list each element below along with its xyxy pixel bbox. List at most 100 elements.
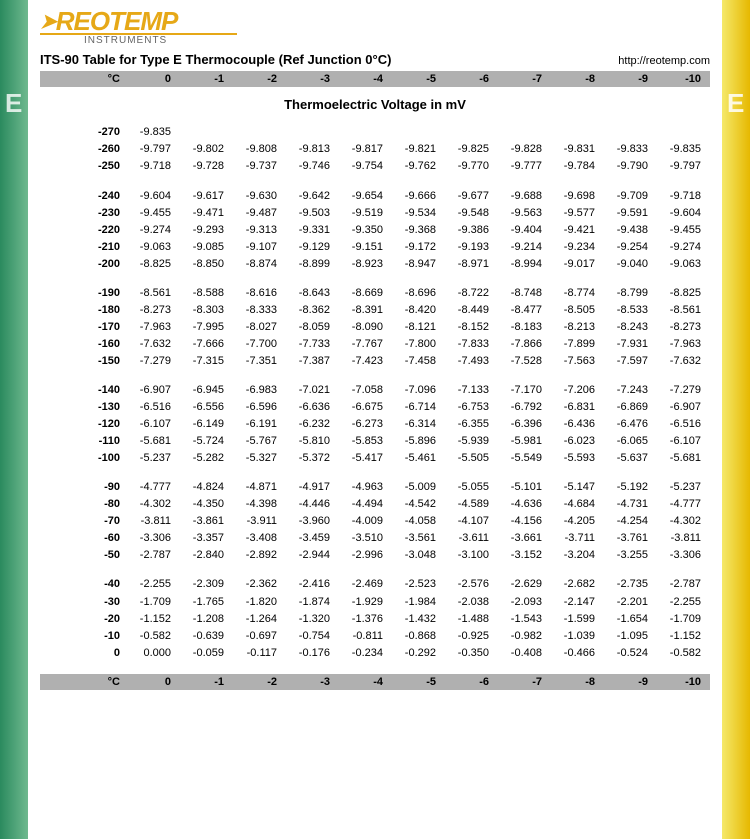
cell-value: -2.787 [124,547,177,564]
cell-value: -9.487 [230,205,283,222]
row-temp-label: -60 [40,530,124,547]
table-row: -50-2.787-2.840-2.892-2.944-2.996-3.048-… [40,547,710,564]
cell-value: -9.817 [336,141,389,158]
cell-value: -1.820 [230,594,283,611]
cell-value: -9.151 [336,239,389,256]
data-block: -90-4.777-4.824-4.871-4.917-4.963-5.009-… [40,479,710,564]
cell-value: -6.714 [389,399,442,416]
cell-value: -9.754 [336,158,389,175]
cell-value: -4.398 [230,496,283,513]
cell-value: -1.152 [124,611,177,628]
cell-value: -8.799 [601,285,654,302]
cell-value: -7.632 [124,336,177,353]
col-header: -3 [283,676,336,688]
column-header-row: °C0-1-2-3-4-5-6-7-8-9-10 [40,71,710,87]
cell-value: -3.561 [389,530,442,547]
cell-value: -5.724 [177,433,230,450]
table-row: -20-1.152-1.208-1.264-1.320-1.376-1.432-… [40,611,710,628]
col-header: -5 [389,676,442,688]
cell-value: -7.279 [654,382,707,399]
data-block: -270-9.835-260-9.797-9.802-9.808-9.813-9… [40,124,710,175]
table-row: -30-1.709-1.765-1.820-1.874-1.929-1.984-… [40,594,710,611]
cell-value: -6.023 [548,433,601,450]
cell-value: -9.833 [601,141,654,158]
row-temp-label: -20 [40,611,124,628]
table-row: -110-5.681-5.724-5.767-5.810-5.853-5.896… [40,433,710,450]
cell-value: -6.396 [495,416,548,433]
logo-block: ➤REOTEMP INSTRUMENTS [40,10,710,46]
row-temp-label: -50 [40,547,124,564]
cell-value: -2.201 [601,594,654,611]
cell-value: -2.362 [230,576,283,593]
cell-value: -3.357 [177,530,230,547]
cell-value: -4.446 [283,496,336,513]
table-row: -80-4.302-4.350-4.398-4.446-4.494-4.542-… [40,496,710,513]
cell-value: -3.204 [548,547,601,564]
cell-value: -7.700 [230,336,283,353]
cell-value: -9.746 [283,158,336,175]
table-row: -260-9.797-9.802-9.808-9.813-9.817-9.821… [40,141,710,158]
cell-value: -2.469 [336,576,389,593]
main-content: ➤REOTEMP INSTRUMENTS ITS-90 Table for Ty… [28,0,722,690]
cell-value: -7.528 [495,353,548,370]
cell-value: -7.733 [283,336,336,353]
cell-value: -2.576 [442,576,495,593]
col-header: -7 [495,676,548,688]
cell-value: -9.548 [442,205,495,222]
cell-value: -4.156 [495,513,548,530]
cell-value: -0.697 [230,628,283,645]
cell-value: -9.085 [177,239,230,256]
cell-value: -1.709 [124,594,177,611]
cell-value: -2.944 [283,547,336,564]
cell-value: -4.494 [336,496,389,513]
col-header: -2 [230,73,283,85]
col-header: -9 [601,73,654,85]
cell-value: -6.107 [654,433,707,450]
cell-value: -9.129 [283,239,336,256]
cell-value: -7.963 [654,336,707,353]
cell-value: -8.923 [336,256,389,273]
cell-value: -9.784 [548,158,601,175]
cell-value: -1.599 [548,611,601,628]
cell-value: -9.813 [283,141,336,158]
cell-value: -9.063 [654,256,707,273]
cell-value: -9.642 [283,188,336,205]
cell-value: -8.273 [654,319,707,336]
cell-value: -2.735 [601,576,654,593]
cell-value: -1.376 [336,611,389,628]
cell-value: -4.009 [336,513,389,530]
cell-value: -1.320 [283,611,336,628]
cell-value: -8.774 [548,285,601,302]
cell-value: -9.368 [389,222,442,239]
cell-value: -5.417 [336,450,389,467]
col-header: -8 [548,676,601,688]
cell-value: -0.925 [442,628,495,645]
cell-value: -9.386 [442,222,495,239]
cell-value: -4.254 [601,513,654,530]
cell-value: -9.438 [601,222,654,239]
table-row: -230-9.455-9.471-9.487-9.503-9.519-9.534… [40,205,710,222]
table-row: -250-9.718-9.728-9.737-9.746-9.754-9.762… [40,158,710,175]
cell-value: -3.611 [442,530,495,547]
site-url[interactable]: http://reotemp.com [618,55,710,67]
cell-value: -9.831 [548,141,601,158]
row-temp-label: -10 [40,628,124,645]
cell-value: -4.824 [177,479,230,496]
cell-value: -9.654 [336,188,389,205]
cell-value: -9.718 [124,158,177,175]
cell-value: -8.152 [442,319,495,336]
cell-value: -7.021 [283,382,336,399]
data-table: -270-9.835-260-9.797-9.802-9.808-9.813-9… [40,124,710,661]
cell-value: -9.040 [601,256,654,273]
cell-value: -5.101 [495,479,548,496]
col-header: -4 [336,73,389,85]
cell-value: -3.861 [177,513,230,530]
cell-value: -6.675 [336,399,389,416]
col-header: -2 [230,676,283,688]
cell-value: -7.096 [389,382,442,399]
cell-value: -3.811 [654,530,707,547]
col-header: -6 [442,676,495,688]
cell-value: -7.351 [230,353,283,370]
cell-value: -9.107 [230,239,283,256]
cell-value: -8.059 [283,319,336,336]
